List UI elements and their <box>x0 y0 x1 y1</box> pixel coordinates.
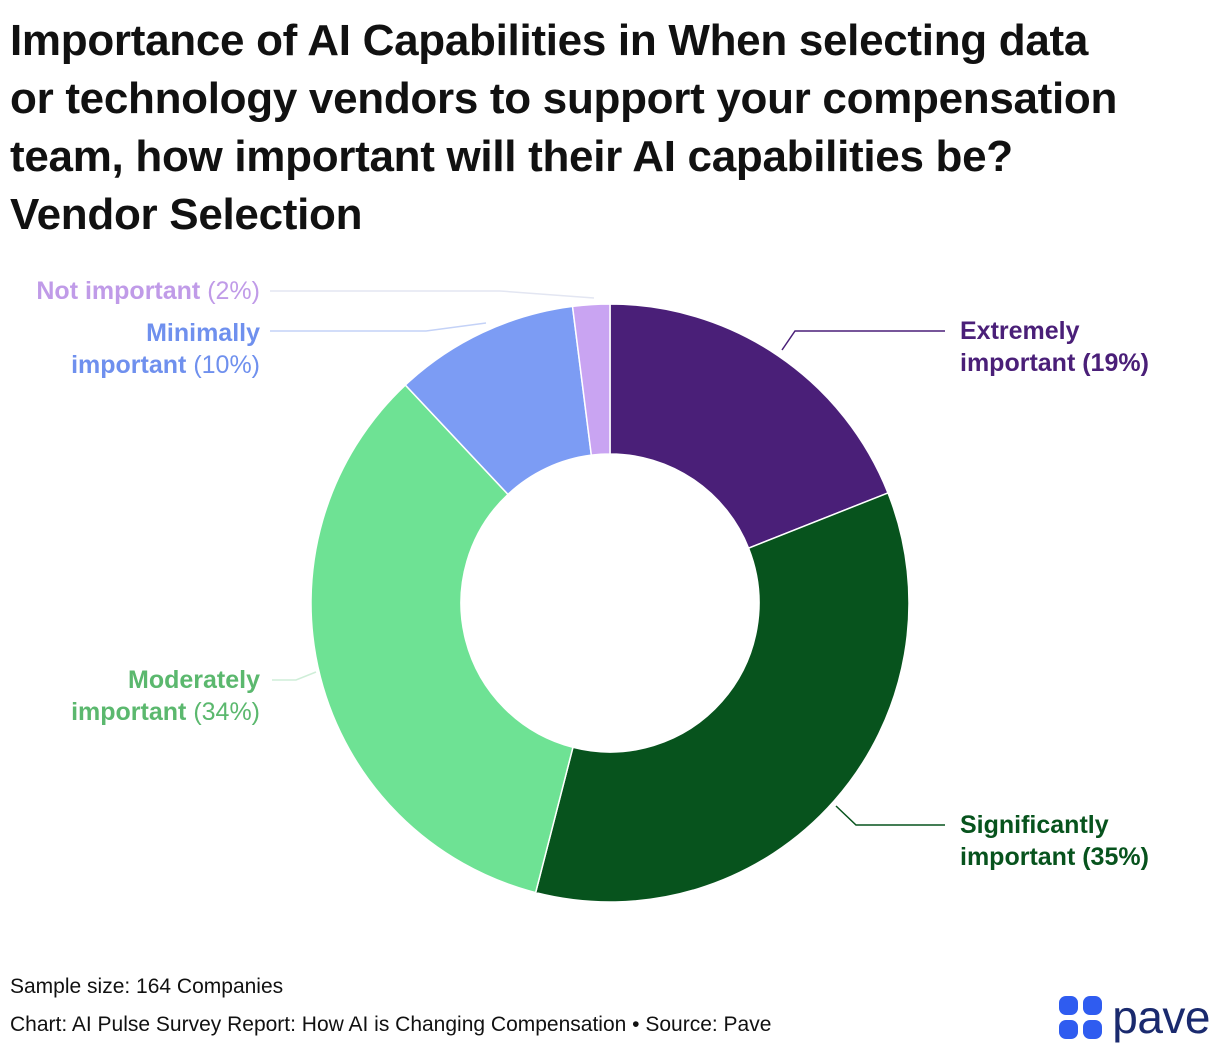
slice-label-category: Significantly <box>960 811 1109 839</box>
chart-title-line: or technology vendors to support your co… <box>10 74 1118 123</box>
slice-label-line: important (35%) <box>960 841 1149 873</box>
slice-label-category: important <box>71 698 194 726</box>
sample-size-note: Sample size: 164 Companies <box>10 975 284 998</box>
leader-line-not <box>270 290 595 299</box>
chart-title: Importance of AI Capabilities in When se… <box>10 12 1210 244</box>
slice-label-line: important (19%) <box>960 347 1149 379</box>
slice-label-percent: (35%) <box>1082 843 1149 871</box>
slice-label-percent: (2%) <box>207 277 260 305</box>
donut-slice-not <box>571 303 611 457</box>
donut-slice-significantly <box>534 491 910 903</box>
slice-label-moderately: Moderately important (34%) <box>71 664 260 728</box>
chart-title-line: Vendor Selection <box>10 190 363 239</box>
slice-label-category: important <box>960 349 1083 377</box>
slice-label-category: Extremely <box>960 317 1080 345</box>
leader-line-minimally <box>270 322 487 332</box>
pave-logo-text: pave <box>1112 991 1210 1043</box>
chart-title-line: Importance of AI Capabilities in When se… <box>10 16 1089 65</box>
pave-logo: pave <box>1059 994 1210 1040</box>
slice-label-category: Not important <box>36 277 208 305</box>
pave-logo-mark-icon <box>1059 995 1103 1039</box>
chart-title-line: team, how important will their AI capabi… <box>10 132 1013 181</box>
leader-line-extremely <box>781 330 945 351</box>
slice-label-category: important <box>960 843 1083 871</box>
slice-label-line: Significantly <box>960 809 1149 841</box>
slice-label-not: Not important (2%) <box>36 275 260 307</box>
slice-label-percent: (19%) <box>1082 349 1149 377</box>
slice-label-significantly: Significantly important (35%) <box>960 809 1149 873</box>
slice-label-line: important (34%) <box>71 696 260 728</box>
slice-label-line: Not important (2%) <box>36 275 260 307</box>
slice-label-line: Minimally <box>71 317 260 349</box>
leader-line-significantly <box>835 805 945 826</box>
slice-label-percent: (10%) <box>193 351 260 379</box>
source-note: Chart: AI Pulse Survey Report: How AI is… <box>10 1013 772 1036</box>
slice-label-category: Moderately <box>128 666 260 694</box>
leader-line-moderately <box>272 671 317 681</box>
slice-label-line: Moderately <box>71 664 260 696</box>
slice-label-line: Extremely <box>960 315 1149 347</box>
donut-slice-moderately <box>310 383 574 894</box>
slice-label-category: important <box>71 351 194 379</box>
slice-label-extremely: Extremely important (19%) <box>960 315 1149 379</box>
slice-label-percent: (34%) <box>193 698 260 726</box>
donut-slice-extremely <box>609 303 889 550</box>
slice-label-category: Minimally <box>146 319 260 347</box>
slice-label-line: important (10%) <box>71 349 260 381</box>
slice-label-minimally: Minimally important (10%) <box>71 317 260 381</box>
